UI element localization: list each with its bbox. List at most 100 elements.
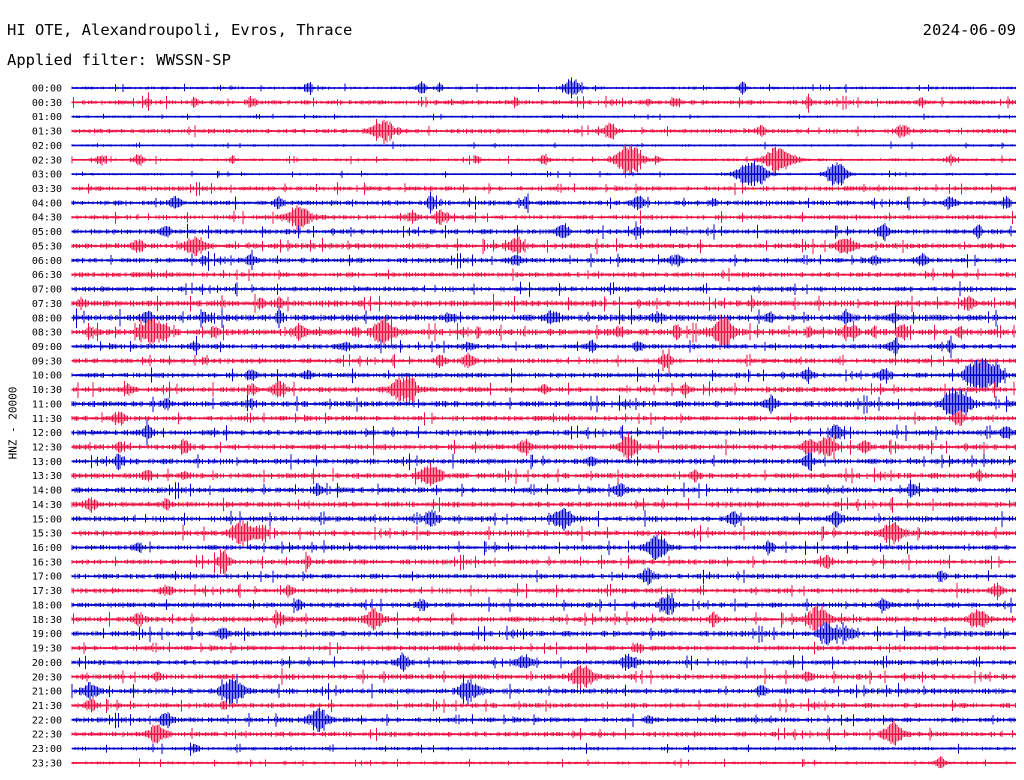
- trace-row-1400: [71, 479, 1016, 500]
- trace-row-0600: [71, 249, 1016, 271]
- trace-row-0200: [71, 141, 1016, 150]
- trace-row-1430: [71, 497, 1016, 513]
- time-tick-label: 04:30: [32, 213, 62, 224]
- trace-row-1230: [71, 432, 1016, 463]
- trace-row-1930: [71, 641, 1016, 656]
- trace-row-1800: [71, 593, 1016, 615]
- trace-row-1730: [71, 582, 1016, 601]
- time-tick-label: 06:00: [32, 256, 62, 267]
- trace-row-0500: [71, 221, 1016, 242]
- time-tick-label: 09:00: [32, 342, 62, 353]
- time-tick-label: 00:00: [32, 84, 62, 95]
- time-tick-label: 23:30: [32, 758, 62, 769]
- trace-row-0800: [71, 305, 1016, 330]
- time-tick-label: 08:00: [32, 313, 62, 324]
- time-tick-label: 12:00: [32, 428, 62, 439]
- trace-row-1100: [71, 387, 1016, 420]
- time-tick-label: 16:00: [32, 543, 62, 554]
- time-tick-label: 17:00: [32, 572, 62, 583]
- time-tick-label: 14:30: [32, 500, 62, 511]
- trace-row-0330: [71, 182, 1016, 196]
- trace-row-2000: [71, 652, 1016, 672]
- time-tick-label: 23:00: [32, 744, 62, 755]
- time-tick-label: 06:30: [32, 270, 62, 281]
- time-tick-label: 19:00: [32, 629, 62, 640]
- trace-row-0900: [71, 335, 1016, 359]
- trace-row-0100: [71, 113, 1016, 121]
- trace-row-0700: [71, 281, 1016, 297]
- trace-row-0230: [71, 143, 1016, 178]
- time-tick-label: 13:30: [32, 471, 62, 482]
- trace-row-0430: [71, 205, 1016, 231]
- trace-row-2130: [71, 698, 1016, 714]
- time-tick-label: 21:30: [32, 701, 62, 712]
- trace-row-1300: [71, 452, 1016, 471]
- trace-row-1530: [71, 518, 1016, 549]
- time-tick-label: 15:00: [32, 514, 62, 525]
- trace-row-0400: [71, 191, 1016, 214]
- trace-row-1700: [71, 567, 1016, 586]
- seismogram-traces: [71, 77, 1016, 769]
- time-tick-label: 07:30: [32, 299, 62, 310]
- trace-row-1630: [71, 549, 1016, 576]
- time-tick-label: 21:00: [32, 687, 62, 698]
- filter-label: Applied filter: WWSSN-SP: [7, 51, 231, 69]
- trace-row-1030: [71, 376, 1016, 404]
- trace-row-2100: [71, 673, 1016, 706]
- trace-row-2030: [71, 665, 1016, 690]
- time-tick-label: 19:30: [32, 644, 62, 655]
- trace-row-0530: [71, 236, 1016, 258]
- trace-row-0730: [71, 293, 1016, 313]
- trace-row-1330: [71, 462, 1016, 487]
- trace-row-1130: [71, 410, 1016, 426]
- trace-row-0300: [71, 160, 1016, 186]
- time-tick-label: 03:30: [32, 184, 62, 195]
- time-tick-label: 04:00: [32, 198, 62, 209]
- trace-row-2230: [71, 719, 1016, 746]
- time-tick-label: 01:00: [32, 112, 62, 123]
- time-tick-label: 15:30: [32, 529, 62, 540]
- time-tick-label: 05:00: [32, 227, 62, 238]
- time-tick-label: 14:00: [32, 486, 62, 497]
- trace-row-0030: [71, 92, 1016, 113]
- trace-row-0930: [71, 348, 1016, 374]
- time-tick-label: 03:00: [32, 170, 62, 181]
- time-tick-label: 13:00: [32, 457, 62, 468]
- trace-row-1500: [71, 508, 1016, 531]
- trace-row-2330: [71, 756, 1016, 769]
- trace-row-1200: [71, 419, 1016, 446]
- time-tick-label: 12:30: [32, 443, 62, 454]
- time-tick-label: 10:30: [32, 385, 62, 396]
- time-tick-label: 22:30: [32, 730, 62, 741]
- trace-row-1900: [71, 622, 1016, 646]
- time-tick-label: 00:30: [32, 98, 62, 109]
- time-tick-labels: 00:00 00:30 01:00 01:30 02:00 02:30 03:00 03:30…: [32, 84, 62, 770]
- record-date: 2024-06-09: [922, 21, 1016, 39]
- trace-row-2200: [71, 708, 1016, 732]
- time-tick-label: 16:30: [32, 557, 62, 568]
- time-tick-label: 07:00: [32, 285, 62, 296]
- time-tick-label: 05:30: [32, 241, 62, 252]
- trace-row-1000: [71, 358, 1016, 393]
- trace-row-1830: [71, 605, 1016, 636]
- trace-row-1600: [71, 534, 1016, 561]
- trace-row-2300: [71, 742, 1016, 756]
- time-tick-label: 22:00: [32, 715, 62, 726]
- time-tick-label: 18:30: [32, 615, 62, 626]
- station-title: HI OTE, Alexandroupoli, Evros, Thrace: [7, 21, 353, 39]
- time-tick-label: 18:00: [32, 600, 62, 611]
- time-tick-label: 17:30: [32, 586, 62, 597]
- trace-row-0830: [71, 314, 1016, 350]
- time-tick-label: 11:00: [32, 399, 62, 410]
- trace-row-0630: [71, 268, 1016, 282]
- time-tick-label: 10:00: [32, 371, 62, 382]
- time-tick-label: 20:00: [32, 658, 62, 669]
- time-tick-label: 08:30: [32, 328, 62, 339]
- time-tick-label: 02:00: [32, 141, 62, 152]
- trace-row-0000: [71, 77, 1016, 99]
- trace-row-0130: [71, 119, 1016, 145]
- time-tick-label: 09:30: [32, 356, 62, 367]
- time-tick-label: 01:30: [32, 127, 62, 138]
- time-tick-label: 11:30: [32, 414, 62, 425]
